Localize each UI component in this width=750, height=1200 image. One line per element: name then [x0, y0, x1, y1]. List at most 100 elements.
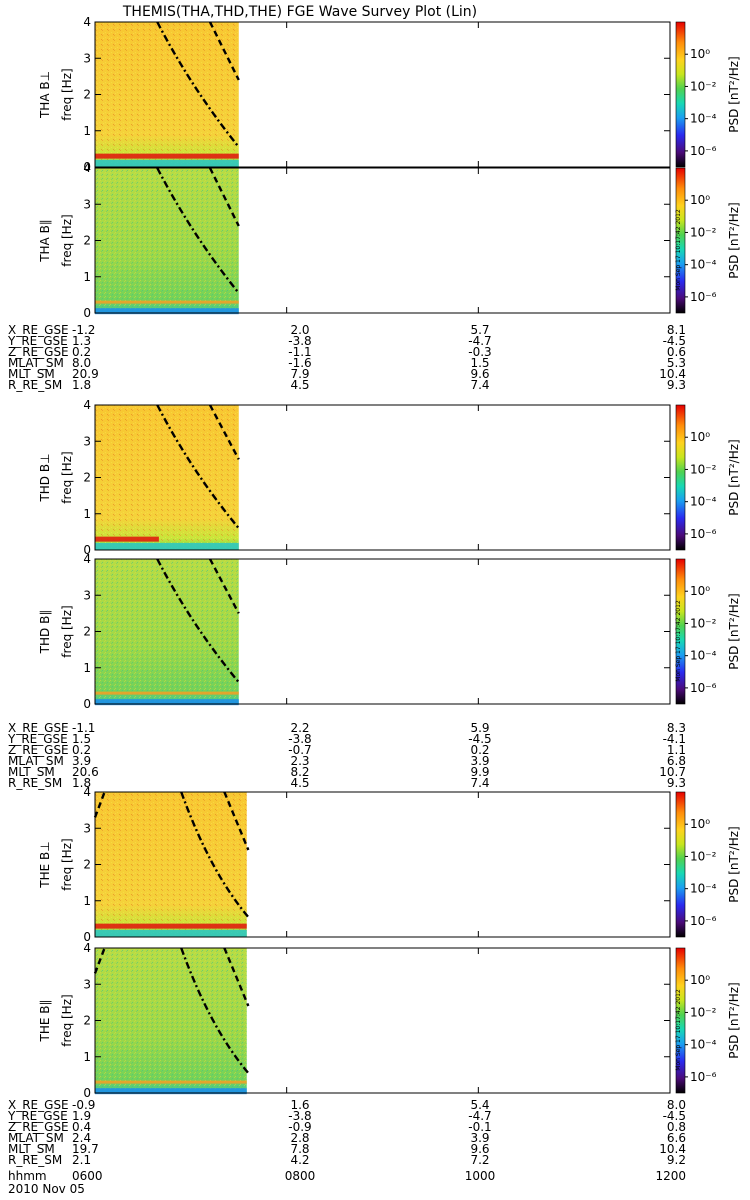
- gyrofrequency-curve: [180, 791, 250, 918]
- spectrogram-texture: [95, 792, 247, 937]
- colorbar-tick-label: 10⁻⁴: [690, 112, 717, 126]
- ephemeris-value: -3.8: [288, 732, 311, 746]
- y-tick-label: 1: [83, 894, 91, 908]
- y-tick-label: 4: [83, 15, 91, 29]
- y-tick-label: 3: [83, 434, 91, 448]
- ephemeris-row-name: MLT_SM: [8, 1142, 55, 1156]
- ephemeris-value: 1.8: [72, 378, 91, 392]
- colorbar-label: PSD [nT²/Hz]: [727, 593, 741, 669]
- ephemeris-value: 4.5: [290, 378, 309, 392]
- y-tick-label: 3: [83, 977, 91, 991]
- gyrofrequency-curve: [93, 791, 106, 818]
- colorbar: [675, 167, 686, 314]
- ephemeris-row-name: Y_RE_GSE: [7, 732, 68, 746]
- ephemeris-value: 8.1: [667, 323, 686, 337]
- ephemeris-value: 6.8: [667, 754, 686, 768]
- y-tick-label: 1: [83, 661, 91, 675]
- ephemeris-value: 1.3: [72, 334, 91, 348]
- y-axis-title: THD B⊥: [38, 453, 52, 502]
- spectrogram-texture: [95, 559, 239, 704]
- ephemeris-row-name: MLAT_SM: [8, 1131, 64, 1145]
- ephemeris-value: 20.6: [72, 765, 99, 779]
- time-tick-label: 0800: [285, 1169, 316, 1183]
- ephemeris-value: 2.1: [72, 1153, 91, 1167]
- ephemeris-value: 9.2: [667, 1153, 686, 1167]
- spectrogram-panel: 0 1 2 3 4 THE B⊥ freq [Hz] 10⁰ 10⁻² 10⁻⁴ 10⁻⁶ PSD […: [38, 785, 741, 944]
- timestamp: Mon Sep 17 10:17:42 2012: [675, 989, 682, 1071]
- ephemeris-value: 9.3: [667, 378, 686, 392]
- colorbar: [675, 558, 686, 705]
- ephemeris-value: 10.7: [659, 765, 686, 779]
- ephemeris-value: 9.9: [470, 765, 489, 779]
- ephemeris-row-name: MLAT_SM: [8, 356, 64, 370]
- colorbar-tick-label: 10⁰: [690, 193, 710, 207]
- ephemeris-row-name: Y_RE_GSE: [7, 1109, 68, 1123]
- ephemeris-row-name: MLT_SM: [8, 765, 55, 779]
- ephemeris-row-name: X_RE_GSE: [8, 721, 69, 735]
- y-tick-label: 0: [83, 306, 91, 320]
- ephemeris-value: -0.9: [72, 1098, 95, 1112]
- gyrofrequency-curve: [156, 404, 240, 530]
- colorbar-label: PSD [nT²/Hz]: [727, 982, 741, 1058]
- y-axis-label: freq [Hz]: [60, 451, 74, 503]
- ephemeris-value: 0.2: [72, 743, 91, 757]
- timestamp: Mon Sep 17 10:17:42 2012: [675, 209, 682, 291]
- y-tick-label: 1: [83, 270, 91, 284]
- ephemeris-value: 19.7: [72, 1142, 99, 1156]
- ephemeris-value: 7.4: [470, 378, 489, 392]
- colorbar-tick-label: 10⁻⁴: [690, 258, 717, 272]
- y-axis-label: freq [Hz]: [60, 68, 74, 120]
- gyrofrequency-curve: [223, 947, 250, 1007]
- ephemeris-value: 3.9: [470, 1131, 489, 1145]
- gyrofrequency-curve: [156, 21, 240, 148]
- colorbar-tick-label: 10⁰: [690, 817, 710, 831]
- ephemeris-value: 1.5: [72, 732, 91, 746]
- colorbar-tick-label: 10⁰: [690, 973, 710, 987]
- ephemeris-value: 0.4: [72, 1120, 91, 1134]
- ephemeris-value: 0.2: [72, 345, 91, 359]
- time-axis: hhmm 2010 Nov 05 0600 0800 1000 1200: [8, 1169, 686, 1196]
- ephemeris-row-name: Z_RE_GSE: [8, 743, 69, 757]
- ephemeris-tables: X_RE_GSE -1.2 2.0 5.7 8.1Y_RE_GSE 1.3 -3.8 -4.7…: [7, 323, 686, 1167]
- colorbar-label: PSD [nT²/Hz]: [727, 202, 741, 278]
- colorbar-tick-label: 10⁻²: [690, 616, 717, 630]
- ephemeris-value: 1.8: [72, 776, 91, 790]
- spectrogram-texture: [95, 405, 239, 550]
- colorbar: [675, 21, 686, 168]
- ephemeris-value: -4.5: [663, 334, 686, 348]
- ephemeris-value: 4.2: [290, 1153, 309, 1167]
- ephemeris-value: -4.7: [468, 334, 491, 348]
- time-axis-date: 2010 Nov 05: [8, 1182, 85, 1196]
- y-tick-label: 2: [83, 234, 91, 248]
- colorbar-tick-label: 10⁰: [690, 584, 710, 598]
- ephemeris-row-name: X_RE_GSE: [8, 1098, 69, 1112]
- gyrofrequency-curve: [208, 21, 240, 81]
- ephemeris-row-name: R_RE_SM: [8, 1153, 62, 1167]
- y-tick-label: 3: [83, 588, 91, 602]
- y-tick-label: 1: [83, 1050, 91, 1064]
- ephemeris-value: 3.9: [72, 754, 91, 768]
- ephemeris-table-the: X_RE_GSE -0.9 1.6 5.4 8.0Y_RE_GSE 1.9 -3.8 -4.7…: [7, 1098, 686, 1167]
- y-tick-label: 0: [83, 1086, 91, 1100]
- y-tick-label: 4: [83, 161, 91, 175]
- ephemeris-table-thd: X_RE_GSE -1.1 2.2 5.9 8.3 Y_RE_GSE 1.5 -3.8 -4.5…: [7, 721, 686, 790]
- colorbar-tick-label: 10⁻²: [690, 1005, 717, 1019]
- y-tick-label: 4: [83, 398, 91, 412]
- time-tick-label: 1200: [655, 1169, 686, 1183]
- ephemeris-row-name: Y_RE_GSE: [7, 334, 68, 348]
- y-axis-label: freq [Hz]: [60, 994, 74, 1046]
- ephemeris-value: -4.5: [468, 732, 491, 746]
- ephemeris-value: 5.3: [667, 356, 686, 370]
- ephemeris-value: 1.9: [72, 1109, 91, 1123]
- y-tick-label: 2: [83, 1014, 91, 1028]
- gyrofrequency-curve: [156, 167, 240, 294]
- ephemeris-row-name: Z_RE_GSE: [8, 345, 69, 359]
- ephemeris-value: 2.0: [290, 323, 309, 337]
- y-tick-label: 0: [83, 543, 91, 557]
- ephemeris-value: 4.5: [290, 776, 309, 790]
- ephemeris-value: -4.5: [663, 1109, 686, 1123]
- time-tick-label: 0600: [72, 1169, 103, 1183]
- ephemeris-value: 8.0: [667, 1098, 686, 1112]
- spectral-band: [95, 308, 239, 315]
- ephemeris-value: 0.2: [470, 743, 489, 757]
